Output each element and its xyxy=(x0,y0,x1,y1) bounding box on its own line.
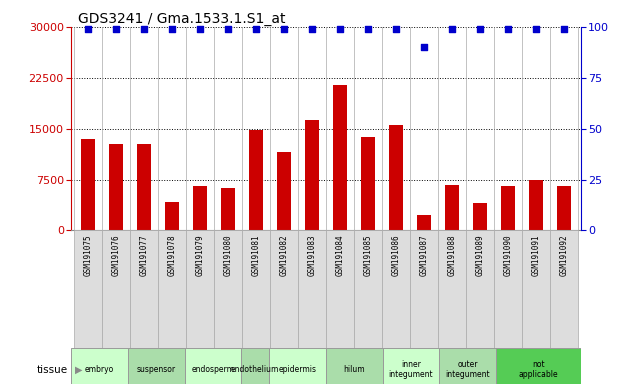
Text: GSM191078: GSM191078 xyxy=(168,234,176,276)
Bar xyxy=(184,348,241,384)
Point xyxy=(559,26,569,32)
Bar xyxy=(439,348,496,384)
Text: not
applicable: not applicable xyxy=(519,360,558,379)
Bar xyxy=(326,348,383,384)
Bar xyxy=(389,125,403,230)
Text: endosperm: endosperm xyxy=(191,365,234,374)
Point xyxy=(139,26,149,32)
Bar xyxy=(270,348,326,384)
Point xyxy=(167,26,177,32)
Text: GSM191080: GSM191080 xyxy=(224,234,233,276)
Text: GSM191081: GSM191081 xyxy=(252,234,261,276)
Point xyxy=(391,26,401,32)
Point xyxy=(503,26,513,32)
Text: GSM191087: GSM191087 xyxy=(419,234,428,276)
Point xyxy=(475,26,485,32)
Bar xyxy=(494,230,522,348)
Text: GSM191084: GSM191084 xyxy=(335,234,345,276)
Point xyxy=(531,26,541,32)
Point xyxy=(195,26,205,32)
Point xyxy=(419,44,429,50)
Bar xyxy=(473,203,487,230)
Bar xyxy=(193,186,207,230)
Text: ▶: ▶ xyxy=(75,364,82,375)
Bar xyxy=(128,348,184,384)
Bar xyxy=(383,348,439,384)
Text: GSM191089: GSM191089 xyxy=(476,234,484,276)
Text: GSM191085: GSM191085 xyxy=(363,234,373,276)
Bar xyxy=(249,130,263,230)
Bar xyxy=(522,230,550,348)
Point xyxy=(335,26,345,32)
Bar xyxy=(410,230,438,348)
Text: outer
integument: outer integument xyxy=(445,360,490,379)
Text: GSM191088: GSM191088 xyxy=(448,234,456,276)
Bar xyxy=(165,202,179,230)
Bar xyxy=(438,230,466,348)
Text: GDS3241 / Gma.1533.1.S1_at: GDS3241 / Gma.1533.1.S1_at xyxy=(78,12,285,25)
Bar xyxy=(417,215,431,230)
Text: GSM191077: GSM191077 xyxy=(140,234,148,276)
Text: endothelium: endothelium xyxy=(231,365,279,374)
Text: inner
integument: inner integument xyxy=(389,360,433,379)
Bar xyxy=(186,230,214,348)
Bar xyxy=(277,152,291,230)
Text: GSM191076: GSM191076 xyxy=(112,234,120,276)
Bar xyxy=(333,84,347,230)
Bar xyxy=(382,230,410,348)
Point xyxy=(251,26,261,32)
Point xyxy=(83,26,93,32)
Bar xyxy=(496,348,581,384)
Bar xyxy=(326,230,354,348)
Text: GSM191091: GSM191091 xyxy=(532,234,540,276)
Text: GSM191079: GSM191079 xyxy=(196,234,204,276)
Bar xyxy=(242,230,270,348)
Bar xyxy=(270,230,298,348)
Bar xyxy=(102,230,130,348)
Point xyxy=(223,26,233,32)
Point xyxy=(279,26,289,32)
Bar xyxy=(466,230,494,348)
Text: GSM191086: GSM191086 xyxy=(391,234,401,276)
Bar xyxy=(550,230,578,348)
Bar xyxy=(361,137,375,230)
Text: hilum: hilum xyxy=(343,365,365,374)
Bar xyxy=(221,188,235,230)
Bar xyxy=(109,144,123,230)
Bar xyxy=(445,185,459,230)
Point xyxy=(363,26,373,32)
Text: epidermis: epidermis xyxy=(279,365,317,374)
Text: GSM191090: GSM191090 xyxy=(504,234,512,276)
Bar xyxy=(81,139,95,230)
Point xyxy=(111,26,121,32)
Bar xyxy=(71,348,128,384)
Bar xyxy=(214,230,242,348)
Text: embryo: embryo xyxy=(85,365,114,374)
Bar xyxy=(75,230,102,348)
Bar xyxy=(241,348,270,384)
Bar xyxy=(557,186,571,230)
Bar xyxy=(354,230,382,348)
Bar xyxy=(529,180,543,230)
Bar xyxy=(130,230,158,348)
Bar xyxy=(501,186,515,230)
Text: GSM191075: GSM191075 xyxy=(84,234,93,276)
Text: GSM191082: GSM191082 xyxy=(279,234,289,276)
Text: tissue: tissue xyxy=(37,364,68,375)
Point xyxy=(307,26,317,32)
Bar xyxy=(158,230,186,348)
Text: GSM191083: GSM191083 xyxy=(307,234,317,276)
Text: suspensor: suspensor xyxy=(137,365,176,374)
Bar xyxy=(298,230,326,348)
Text: GSM191092: GSM191092 xyxy=(560,234,568,276)
Bar xyxy=(137,144,151,230)
Bar xyxy=(305,121,319,230)
Point xyxy=(447,26,457,32)
